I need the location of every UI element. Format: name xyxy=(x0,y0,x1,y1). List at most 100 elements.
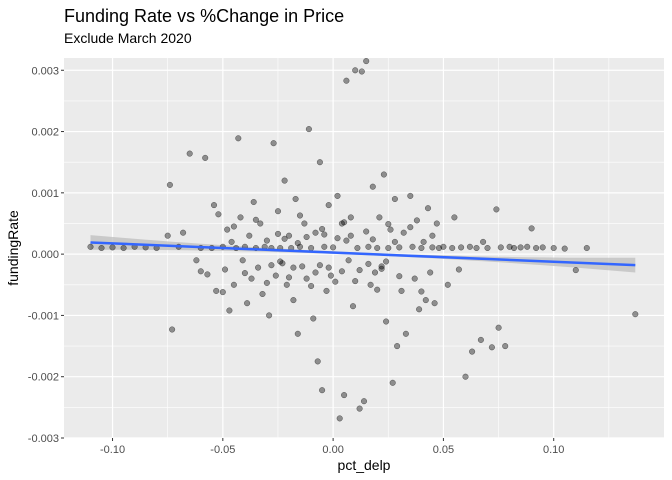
data-point xyxy=(294,330,301,337)
data-point xyxy=(495,324,502,331)
data-point xyxy=(632,311,639,318)
data-point xyxy=(394,343,401,350)
x-tick-label: 0.00 xyxy=(322,444,343,456)
y-tick-label: -0.001 xyxy=(28,310,59,322)
data-point xyxy=(338,268,345,275)
data-point xyxy=(312,229,319,236)
data-point xyxy=(255,264,262,271)
data-point xyxy=(98,244,105,252)
data-point xyxy=(524,243,531,250)
data-point xyxy=(281,177,288,184)
data-point xyxy=(528,225,535,232)
data-point xyxy=(444,281,451,288)
data-point xyxy=(383,318,390,325)
data-point xyxy=(290,264,297,271)
data-point xyxy=(120,244,127,252)
data-point xyxy=(391,195,398,203)
data-point xyxy=(345,257,352,264)
data-point xyxy=(221,266,229,273)
data-point xyxy=(319,225,326,233)
data-point xyxy=(374,286,381,293)
data-point xyxy=(343,77,350,84)
data-point xyxy=(427,269,434,276)
data-point xyxy=(398,287,405,294)
data-point xyxy=(325,264,332,271)
data-point xyxy=(244,300,251,307)
data-point xyxy=(363,58,370,65)
data-point xyxy=(413,217,420,224)
data-point xyxy=(263,237,270,244)
data-point xyxy=(488,344,495,351)
data-point xyxy=(296,243,304,250)
data-point xyxy=(228,238,235,245)
data-point xyxy=(341,219,348,226)
data-point xyxy=(429,244,436,251)
data-point xyxy=(380,171,387,178)
data-point xyxy=(365,260,372,267)
data-point xyxy=(314,358,321,365)
data-point xyxy=(210,202,218,209)
data-point xyxy=(424,205,432,212)
data-point xyxy=(237,214,244,221)
data-point xyxy=(354,244,361,252)
data-point xyxy=(169,326,176,333)
data-point xyxy=(164,232,171,239)
data-point xyxy=(349,303,357,310)
data-point xyxy=(367,281,374,288)
data-point xyxy=(402,330,409,337)
data-point xyxy=(213,287,220,294)
data-point xyxy=(285,232,293,239)
data-point xyxy=(241,270,248,277)
data-point xyxy=(347,214,354,221)
y-axis: -0.003 -0.002 -0.001 0.000 0.001 0.002 0.003 xyxy=(28,65,64,445)
trend-line xyxy=(90,241,636,267)
data-point xyxy=(252,216,259,223)
data-point xyxy=(336,415,343,422)
data-point xyxy=(219,289,226,296)
data-point xyxy=(469,348,476,355)
data-point xyxy=(341,392,348,399)
data-point xyxy=(246,232,253,239)
data-point xyxy=(226,307,233,314)
data-point xyxy=(422,297,429,304)
data-point xyxy=(572,267,579,274)
data-point xyxy=(561,245,568,252)
data-point xyxy=(455,266,462,273)
data-point xyxy=(230,281,237,288)
data-point xyxy=(301,220,308,227)
data-point xyxy=(369,236,376,243)
data-point xyxy=(180,229,187,236)
data-point xyxy=(400,229,407,236)
data-point xyxy=(292,195,299,203)
data-point xyxy=(224,226,231,233)
data-point xyxy=(303,275,310,282)
data-point xyxy=(539,244,546,251)
data-point xyxy=(327,272,334,279)
data-point xyxy=(283,281,290,288)
data-point xyxy=(316,159,323,166)
data-point xyxy=(451,214,458,221)
data-point xyxy=(418,244,425,252)
data-point xyxy=(294,240,301,247)
x-tick-label: -0.05 xyxy=(210,444,235,456)
x-axis-title: pct_delp xyxy=(338,457,391,473)
data-point xyxy=(376,214,383,221)
data-point xyxy=(263,279,270,286)
data-point xyxy=(274,208,282,215)
data-point xyxy=(343,237,350,244)
data-point xyxy=(550,244,557,252)
data-point xyxy=(334,192,341,199)
x-axis: -0.10 -0.05 0.00 0.05 0.10 xyxy=(100,438,564,456)
chart-subtitle: Exclude March 2020 xyxy=(64,30,192,46)
data-point xyxy=(166,181,173,188)
data-point xyxy=(87,243,94,250)
data-point xyxy=(387,226,394,233)
data-point xyxy=(319,387,326,394)
y-axis-title: fundingRate xyxy=(5,210,21,286)
data-point xyxy=(352,278,359,285)
data-point xyxy=(371,269,379,276)
data-point xyxy=(215,211,222,218)
data-point xyxy=(332,278,339,285)
data-point xyxy=(312,269,319,276)
data-point xyxy=(303,233,310,241)
